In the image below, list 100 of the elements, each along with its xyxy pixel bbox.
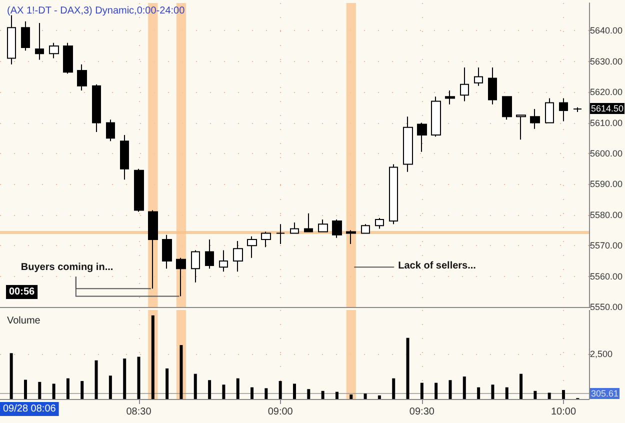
candlestick	[361, 224, 370, 234]
bar	[335, 392, 338, 399]
candlestick	[162, 234, 172, 270]
y-tick-label: 5550.00	[590, 302, 623, 312]
candlestick	[106, 119, 115, 142]
y-tick-label: 5580.00	[590, 210, 623, 220]
y-tick-label: 5630.00	[590, 56, 623, 66]
bar	[462, 376, 466, 399]
candlestick	[417, 122, 427, 152]
bar	[52, 384, 56, 399]
bar	[378, 395, 381, 399]
bar	[264, 388, 268, 399]
bar	[180, 345, 183, 399]
y-tick-label: 5620.00	[590, 87, 623, 98]
ref-line-label: 305.61	[591, 388, 619, 399]
candlestick	[304, 212, 313, 232]
bar	[520, 374, 523, 399]
bar	[24, 380, 27, 399]
candlestick	[63, 42, 73, 74]
bar	[392, 378, 396, 399]
y-tick-label: 5590.00	[590, 179, 623, 190]
bar	[66, 378, 70, 399]
candlestick	[191, 250, 200, 283]
bar	[208, 380, 212, 399]
candlestick	[445, 90, 455, 105]
bar	[137, 356, 140, 399]
candlestick	[488, 66, 497, 105]
x-tick-label: 08:30	[126, 406, 152, 418]
text: 09/28 08:06	[3, 404, 56, 414]
y-tick-label: 5600.00	[590, 148, 623, 158]
candlestick	[134, 168, 144, 212]
bar	[10, 353, 13, 399]
candlestick	[148, 210, 158, 290]
bar	[434, 382, 438, 399]
bar	[80, 381, 84, 399]
candlestick	[460, 66, 469, 102]
y-tick-label: 5610.00	[590, 118, 623, 128]
bar	[534, 390, 537, 399]
bar	[293, 384, 296, 399]
y-tick-label: 5560.00	[590, 271, 623, 282]
candlestick	[516, 114, 526, 140]
annotation: 00:56	[9, 286, 36, 298]
candlestick	[375, 217, 384, 230]
candlestick	[290, 222, 299, 234]
bar	[94, 360, 98, 399]
candlestick	[573, 106, 582, 113]
bar	[491, 384, 494, 399]
x-tick-label: 10:00	[551, 406, 576, 418]
bar	[364, 394, 367, 399]
bar	[448, 380, 452, 399]
y-tick-label: 5640.00	[590, 26, 623, 36]
candlestick	[219, 250, 228, 272]
chart-title: (AX 1!-DT - DAX,3) Dynamic,0:00-24:00	[7, 6, 186, 16]
candlestick	[247, 236, 257, 258]
candlestick	[431, 96, 441, 138]
bar	[406, 338, 410, 399]
bar	[420, 382, 424, 399]
bar	[194, 374, 197, 399]
candlestick	[120, 134, 129, 180]
bar	[222, 384, 226, 399]
bar	[321, 390, 324, 399]
annotation: Buyers coming in...	[20, 262, 114, 274]
bar	[250, 387, 254, 399]
y-tick-label: 2,500	[590, 349, 613, 360]
text: Volume	[7, 316, 41, 326]
candlestick	[49, 42, 59, 59]
candlestick	[530, 108, 540, 130]
candlestick	[403, 116, 413, 172]
x-tick-label: 09:00	[268, 406, 294, 418]
bar	[38, 382, 42, 399]
bar	[166, 368, 169, 399]
candlestick	[545, 98, 554, 124]
candlestick	[474, 66, 483, 86]
candlestick	[7, 14, 16, 65]
annotation: Lack of sellers...	[398, 260, 476, 272]
x-tick-label: 09:30	[409, 406, 435, 418]
candlestick	[559, 98, 568, 122]
candlestick	[176, 257, 186, 297]
candlestick	[233, 240, 243, 272]
bar	[108, 376, 112, 399]
candlestick	[205, 238, 214, 270]
bar	[505, 387, 508, 399]
candlestick	[318, 218, 328, 232]
bar	[123, 358, 126, 399]
bar	[236, 378, 240, 399]
y-tick-label: 5570.00	[590, 240, 623, 251]
candlestick	[332, 218, 342, 238]
bar	[548, 392, 551, 399]
candlestick	[261, 231, 271, 248]
bar	[350, 394, 353, 399]
candlestick	[389, 164, 398, 225]
bar	[278, 381, 282, 399]
candlestick	[35, 22, 44, 60]
bar	[307, 389, 310, 399]
bar	[562, 390, 566, 399]
candlestick	[276, 224, 285, 245]
candlestick	[346, 230, 356, 245]
text: 5614.50	[591, 103, 624, 114]
candlestick	[21, 20, 30, 52]
candlestick	[77, 64, 87, 92]
